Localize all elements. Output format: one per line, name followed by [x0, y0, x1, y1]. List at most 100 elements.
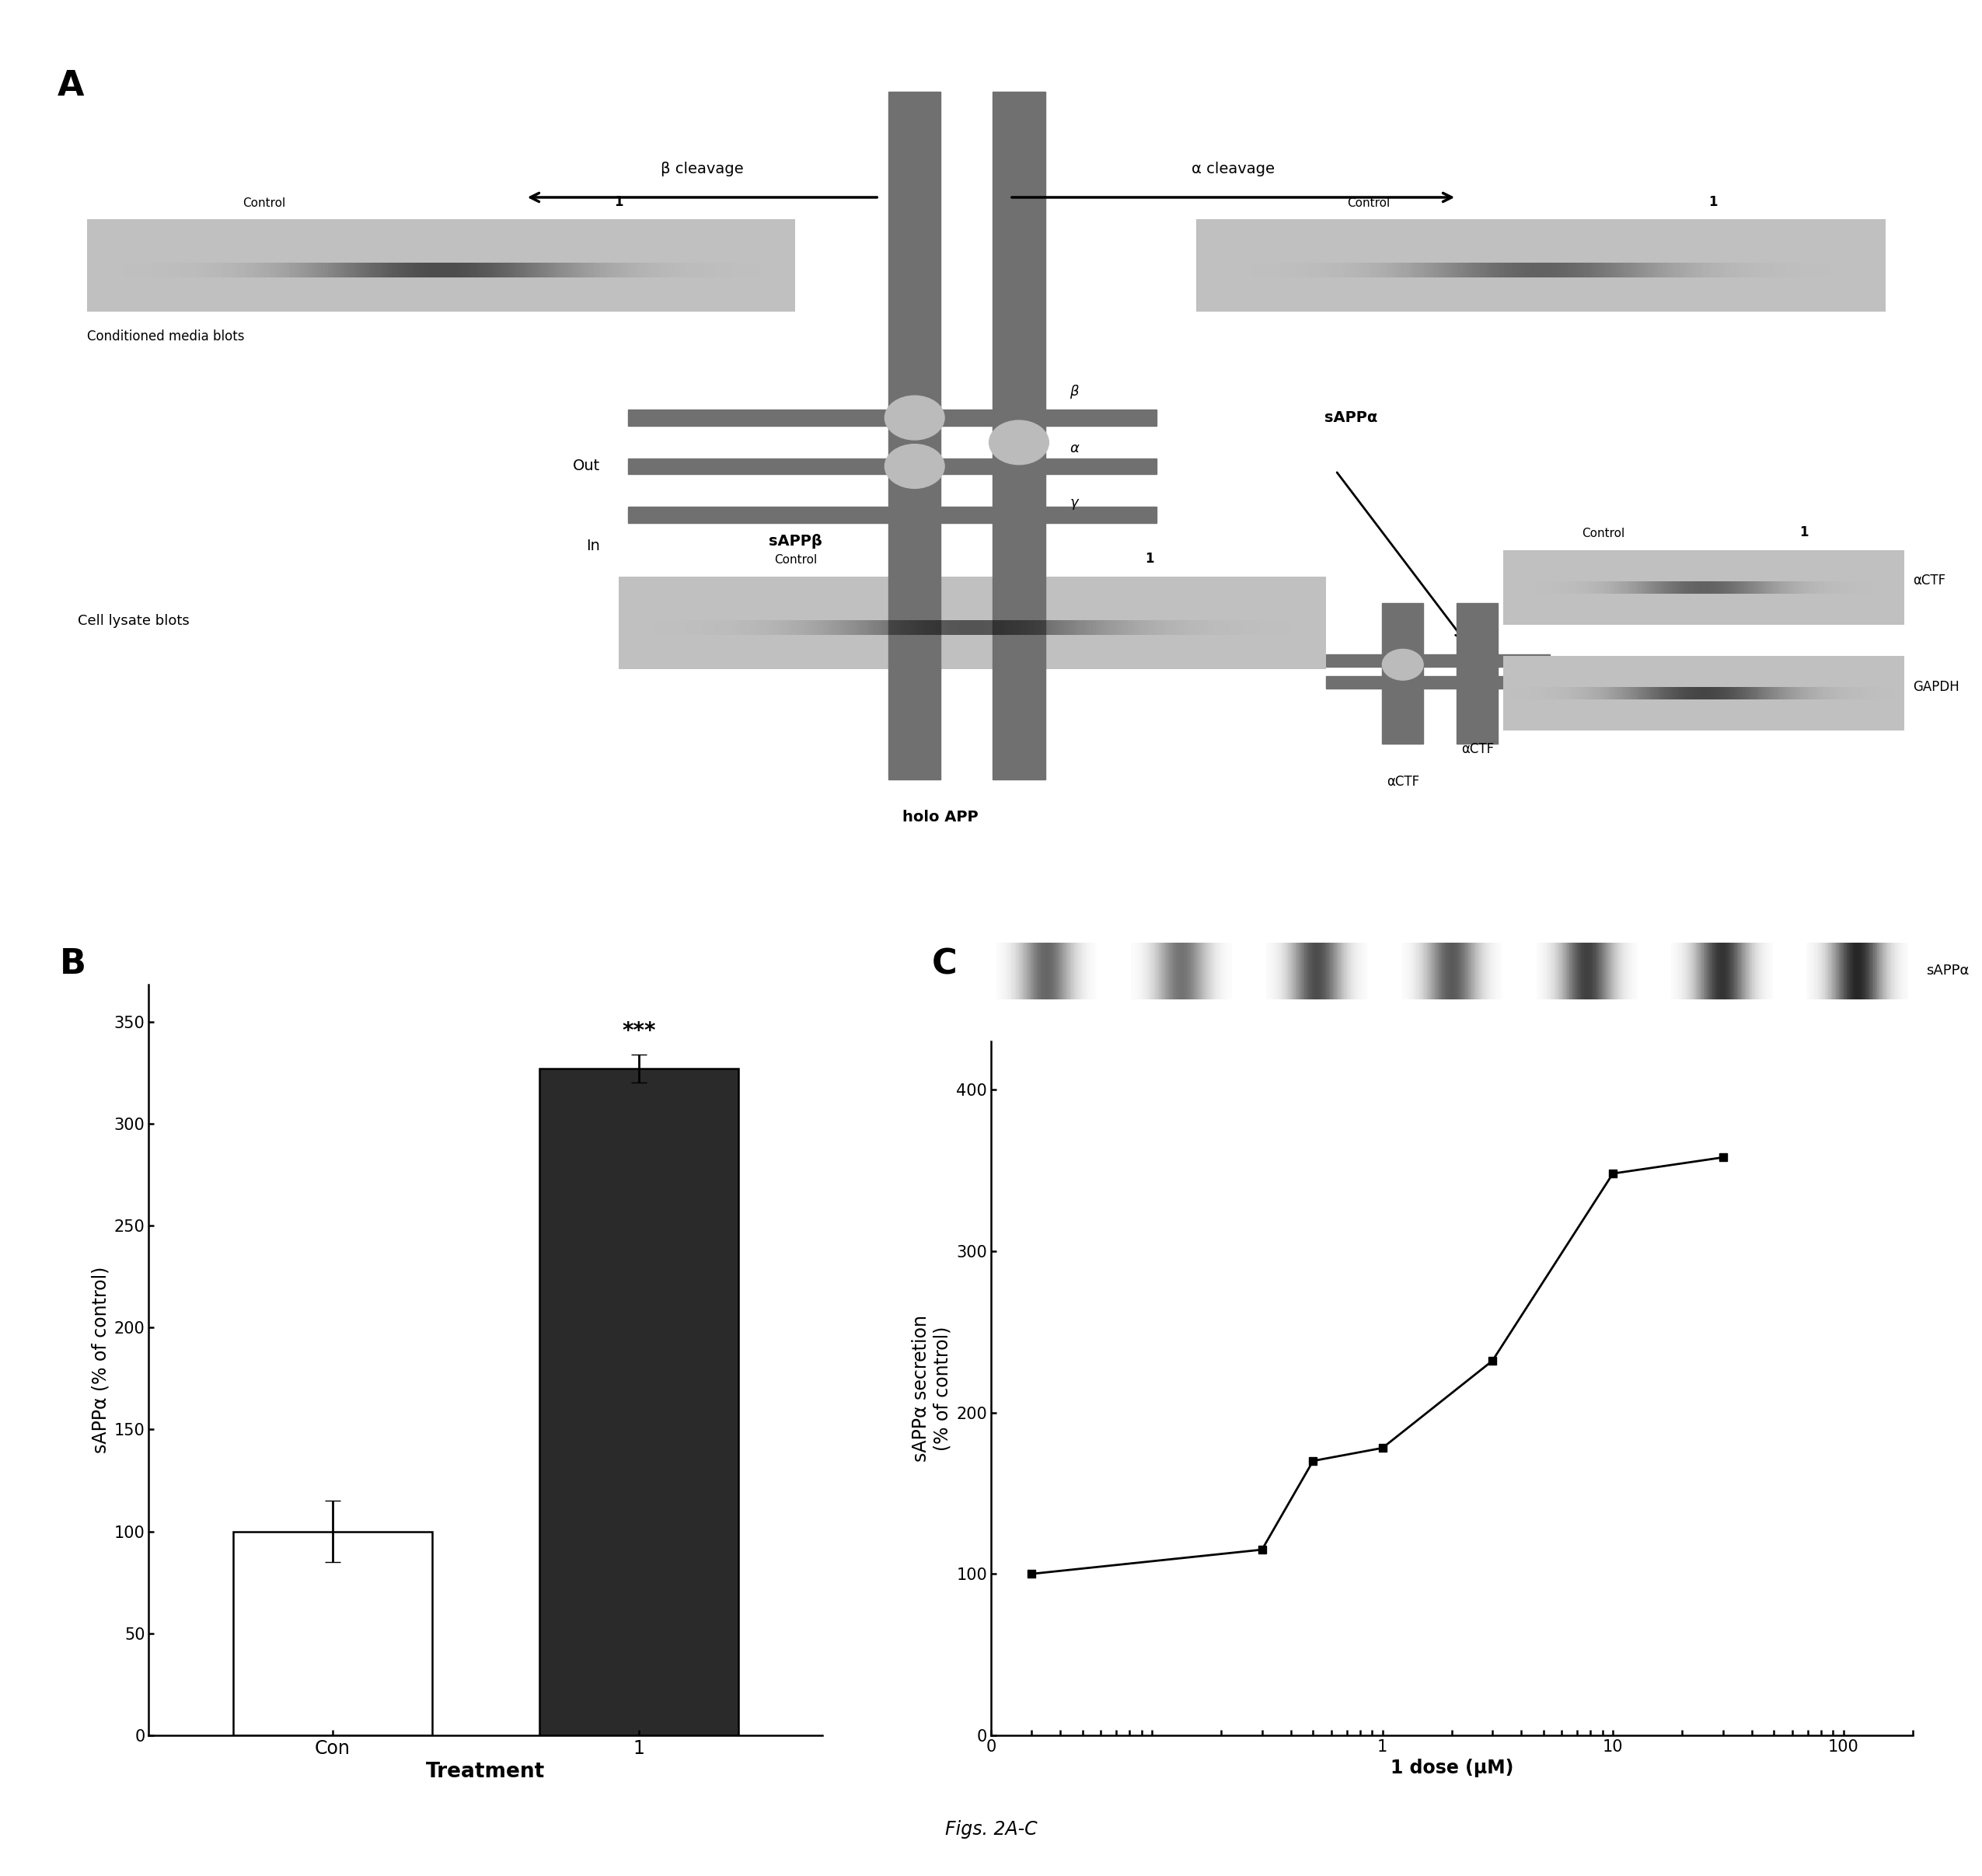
Bar	[1707, 263, 1710, 278]
Text: α cleavage: α cleavage	[1191, 161, 1274, 176]
Bar	[628, 507, 1157, 523]
Bar	[1124, 619, 1128, 634]
Bar	[357, 263, 361, 278]
Bar	[585, 263, 587, 278]
Bar	[1498, 263, 1500, 278]
Bar	[1169, 619, 1173, 634]
Bar	[1768, 263, 1772, 278]
Bar	[591, 263, 593, 278]
Bar	[1263, 619, 1265, 634]
Bar	[664, 619, 666, 634]
Bar	[535, 263, 539, 278]
Bar	[1586, 263, 1590, 278]
Bar	[1041, 619, 1045, 634]
Bar	[1831, 263, 1833, 278]
Bar	[757, 619, 759, 634]
Bar	[1780, 263, 1784, 278]
Bar	[1159, 619, 1163, 634]
Bar	[1621, 263, 1625, 278]
Bar	[1760, 263, 1762, 278]
Bar	[174, 263, 176, 278]
Bar	[1712, 263, 1716, 278]
Bar	[823, 619, 826, 634]
Bar	[1425, 263, 1427, 278]
Bar	[1465, 263, 1469, 278]
Bar	[642, 263, 644, 278]
Bar	[1716, 263, 1718, 278]
Bar	[517, 263, 519, 278]
Bar	[285, 263, 289, 278]
Bar	[1825, 263, 1827, 278]
Bar	[1066, 619, 1070, 634]
Bar	[385, 263, 388, 278]
Bar	[234, 1531, 432, 1735]
Bar	[1500, 263, 1504, 278]
Bar	[930, 619, 932, 634]
Bar	[1433, 263, 1437, 278]
Bar	[1821, 263, 1825, 278]
Bar	[394, 263, 398, 278]
Bar	[1346, 263, 1348, 278]
Bar	[1278, 619, 1280, 634]
Bar	[1609, 263, 1613, 278]
Bar	[210, 263, 212, 278]
Bar	[202, 263, 206, 278]
Bar	[1613, 263, 1615, 278]
Bar	[696, 619, 698, 634]
Bar	[721, 263, 725, 278]
Bar	[335, 263, 337, 278]
Bar	[753, 619, 757, 634]
Bar	[545, 263, 549, 278]
Y-axis label: sAPPα secretion
(% of control): sAPPα secretion (% of control)	[912, 1315, 951, 1461]
Bar	[603, 263, 606, 278]
Bar	[1483, 263, 1486, 278]
Bar	[321, 263, 325, 278]
Bar	[1300, 263, 1304, 278]
Bar	[769, 619, 773, 634]
Bar	[684, 263, 686, 278]
Bar	[155, 263, 159, 278]
Bar	[1039, 619, 1041, 634]
Text: Control: Control	[1582, 527, 1625, 540]
Bar	[1330, 263, 1334, 278]
Bar	[1681, 263, 1683, 278]
Bar	[127, 263, 129, 278]
Bar	[1215, 619, 1217, 634]
Ellipse shape	[1381, 649, 1423, 681]
Bar	[478, 263, 482, 278]
Bar	[1306, 263, 1310, 278]
Bar	[1322, 263, 1324, 278]
Bar	[1671, 263, 1675, 278]
Bar	[194, 263, 196, 278]
Bar	[1437, 263, 1439, 278]
Bar	[1548, 263, 1550, 278]
Bar	[957, 619, 961, 634]
Bar	[1651, 263, 1653, 278]
Bar	[1270, 263, 1274, 278]
Bar	[1048, 619, 1050, 634]
Bar	[1590, 263, 1592, 278]
Bar	[1128, 619, 1132, 634]
Bar	[807, 619, 811, 634]
Bar	[1205, 619, 1207, 634]
Bar	[852, 619, 856, 634]
Bar	[1471, 263, 1475, 278]
Bar	[226, 263, 228, 278]
Bar	[920, 619, 924, 634]
Bar	[434, 263, 436, 278]
Bar	[575, 263, 577, 278]
Bar	[1488, 263, 1492, 278]
Bar	[539, 1069, 737, 1735]
Bar	[1304, 263, 1306, 278]
Bar	[1659, 263, 1663, 278]
Bar	[87, 219, 795, 311]
Bar	[628, 263, 632, 278]
Bar	[706, 619, 708, 634]
Bar	[708, 619, 712, 634]
Bar	[373, 263, 377, 278]
Bar	[1701, 263, 1705, 278]
Bar	[694, 263, 696, 278]
Bar	[1481, 263, 1483, 278]
Bar	[593, 263, 597, 278]
Bar	[832, 619, 836, 634]
